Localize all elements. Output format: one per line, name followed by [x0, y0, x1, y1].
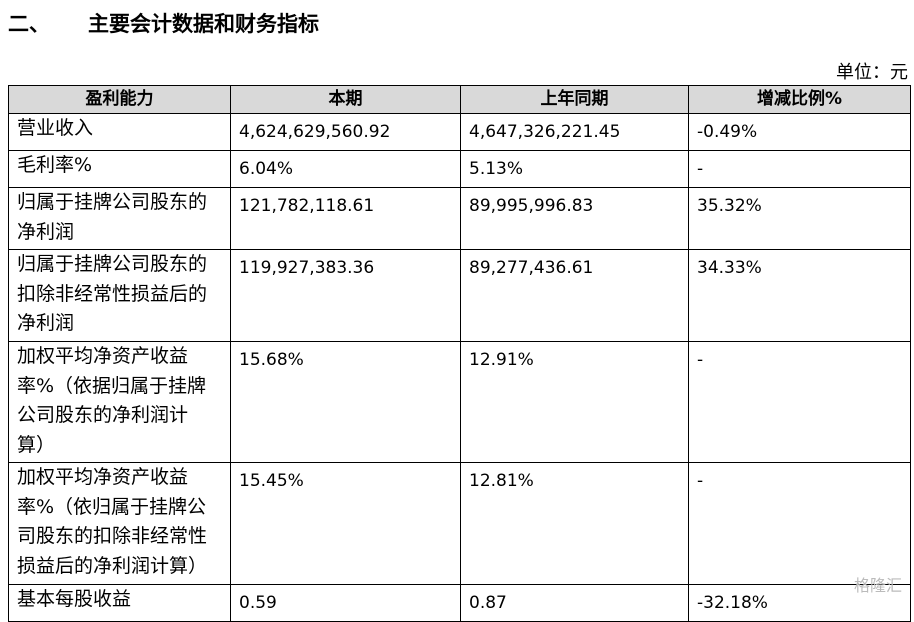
row-label-line: 毛利率% — [17, 154, 93, 176]
cell-value: - — [688, 341, 911, 463]
cell-value: 119,927,383.36 — [230, 249, 461, 342]
cell-value: 0.87 — [460, 584, 689, 622]
cell-value: 4,624,629,560.92 — [230, 113, 461, 151]
cell-value: - — [688, 150, 911, 188]
cell-value: 12.91% — [460, 341, 689, 463]
cell-value: 15.68% — [230, 341, 461, 463]
row-label-line: 损益后的净利润计算） — [17, 554, 208, 577]
row-label-line: 公司股东的净利润计 — [17, 404, 189, 426]
row-label: 毛利率% — [8, 150, 231, 188]
table-row: 基本每股收益 0.59 0.87 -32.18% — [8, 584, 911, 622]
cell-value: -0.49% — [688, 113, 911, 151]
row-label: 归属于挂牌公司股东的 扣除非经常性损益后的 净利润 — [8, 249, 231, 342]
row-label-line: 加权平均净资产收益 — [17, 466, 189, 488]
cell-value: 34.33% — [688, 249, 911, 342]
row-label: 基本每股收益 — [8, 584, 231, 622]
financial-table: 盈利能力 本期 上年同期 增减比例% 营业收入 4,624,629,560.92 4,64… — [8, 85, 911, 622]
table-row: 归属于挂牌公司股东的 扣除非经常性损益后的 净利润 119,927,383.36 89,… — [8, 249, 911, 342]
cell-value: 89,995,996.83 — [460, 187, 689, 250]
row-label-line: 扣除非经常性损益后的 — [17, 282, 208, 305]
cell-value: 89,277,436.61 — [460, 249, 689, 342]
table-row: 加权平均净资产收益 率%（依归属于挂牌公 司股东的扣除非经常性 损益后的净利润计算） 1… — [8, 462, 911, 585]
watermark: 格隆汇 — [853, 576, 902, 595]
row-label-line: 率%（依归属于挂牌公 — [17, 495, 207, 518]
column-header: 增减比例% — [688, 85, 911, 114]
header-row: 盈利能力 本期 上年同期 增减比例% — [8, 85, 911, 114]
cell-value: 121,782,118.61 — [230, 187, 461, 250]
page: 二、 主要会计数据和财务指标 单位：元 盈利能力 本期 上年同期 增减比例% 营业收入… — [8, 12, 911, 622]
row-label-line: 净利润 — [17, 220, 75, 243]
cell-value: 35.32% — [688, 187, 911, 250]
cell-value: 6.04% — [230, 150, 461, 188]
row-label-line: 归属于挂牌公司股东的 — [17, 191, 208, 213]
row-label-line: 算） — [17, 433, 56, 456]
table-row: 加权平均净资产收益 率%（依据归属于挂牌 公司股东的净利润计 算） 15.68% 12.9… — [8, 341, 911, 463]
section-title: 主要会计数据和财务指标 — [88, 12, 319, 36]
unit-label: 单位：元 — [836, 62, 908, 83]
cell-value: 5.13% — [460, 150, 689, 188]
column-header: 上年同期 — [460, 85, 689, 114]
section-number: 二、 — [8, 12, 50, 36]
cell-value: 4,647,326,221.45 — [460, 113, 689, 151]
table-row: 毛利率% 6.04% 5.13% - — [8, 150, 911, 188]
row-label: 加权平均净资产收益 率%（依归属于挂牌公 司股东的扣除非经常性 损益后的净利润计算） — [8, 462, 231, 585]
row-label-line: 基本每股收益 — [17, 588, 132, 610]
cell-value: - — [688, 462, 911, 585]
cell-value: 15.45% — [230, 462, 461, 585]
column-header: 盈利能力 — [8, 85, 231, 114]
row-label-line: 营业收入 — [17, 117, 94, 139]
column-header: 本期 — [230, 85, 461, 114]
row-label-line: 加权平均净资产收益 — [17, 345, 189, 367]
row-label-line: 归属于挂牌公司股东的 — [17, 253, 208, 275]
row-label-line: 率%（依据归属于挂牌 — [17, 374, 207, 397]
row-label: 归属于挂牌公司股东的 净利润 — [8, 187, 231, 250]
table-row: 归属于挂牌公司股东的 净利润 121,782,118.61 89,995,996.83… — [8, 187, 911, 250]
row-label: 加权平均净资产收益 率%（依据归属于挂牌 公司股东的净利润计 算） — [8, 341, 231, 463]
row-label-line: 净利润 — [17, 312, 75, 334]
cell-value: 0.59 — [230, 584, 461, 622]
table-row: 营业收入 4,624,629,560.92 4,647,326,221.45 -0.4… — [8, 113, 911, 151]
cell-value: 12.81% — [460, 462, 689, 585]
row-label: 营业收入 — [8, 113, 231, 151]
row-label-line: 司股东的扣除非经常性 — [17, 525, 208, 547]
